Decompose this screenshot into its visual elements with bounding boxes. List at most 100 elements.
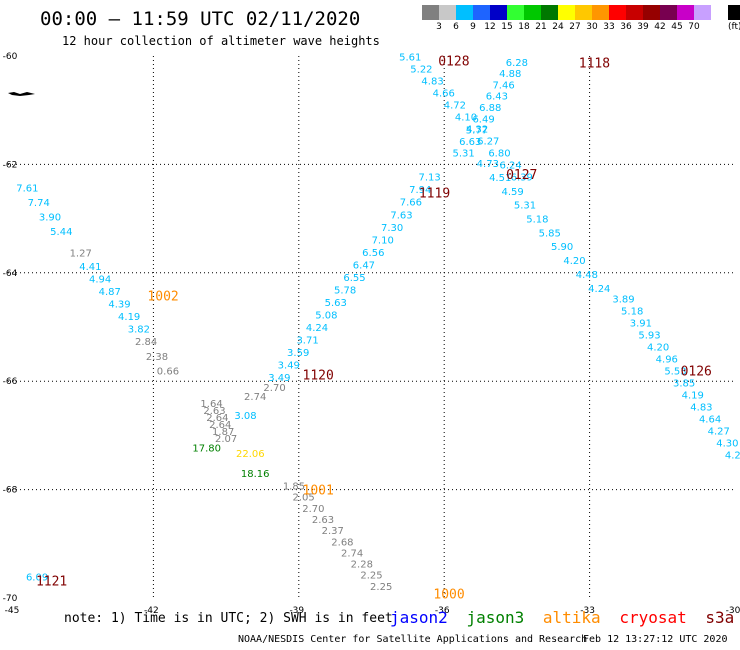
track-altika: 22.06 <box>236 449 265 460</box>
track-jason3: 18.16 <box>241 469 270 480</box>
longitude-label: -33 <box>580 606 595 616</box>
legend-swatch <box>626 5 643 20</box>
wave-height-value: 0.66 <box>157 367 179 378</box>
track-s3a: 6.284.887.466.436.886.495.776.635.31 1118 <box>452 57 610 160</box>
wave-height-value: 2.68 <box>331 537 353 548</box>
wave-height-value: 6.28 <box>506 58 528 69</box>
wave-height-value: 2.70 <box>302 504 324 515</box>
axis-labels: -45 -42 -39 -36 -33 -30 -60 -62 -64 -66 -68 -70 <box>3 52 740 616</box>
wave-height-value: 5.53 <box>664 367 686 378</box>
wave-height-value: 5.78 <box>334 285 356 296</box>
legend-swatch <box>490 5 507 20</box>
longitude-label: -30 <box>726 606 740 616</box>
wave-height-value: 3.90 <box>39 212 61 223</box>
wave-height-value: 5.93 <box>638 331 660 342</box>
credit-line: NOAA/NESDIS Center for Satellite Applica… <box>238 634 588 645</box>
legend-tick-label: 12 <box>484 22 496 32</box>
track-cryosat: 1.642.632.642.641.872.07 <box>200 399 237 445</box>
wave-height-value: 1.87 <box>212 427 234 438</box>
sat-cryosat: cryosat <box>619 608 687 627</box>
wave-height-value: 4.72 <box>444 100 466 111</box>
wave-height-value: 4.96 <box>656 355 678 366</box>
wave-height-value: 6.88 <box>479 103 501 114</box>
wave-height-value: 4.41 <box>79 262 101 273</box>
wave-height-value: 6.09 <box>26 573 48 584</box>
wave-height-value: 5.31 <box>514 201 536 212</box>
longitude-label: -42 <box>144 606 159 616</box>
wave-height-value: 5.85 <box>539 228 561 239</box>
wave-height-value: 2.74 <box>244 392 266 403</box>
wave-height-value: 6.47 <box>353 260 375 271</box>
wave-height-value: 4.73 <box>477 159 499 170</box>
wave-height-value: 4.19 <box>682 391 704 402</box>
legend-tick-label: 33 <box>603 22 615 32</box>
wave-height-value: 5.18 <box>621 307 643 318</box>
wave-height-value: 6.80 <box>488 149 510 160</box>
coastline-fragment <box>8 92 35 96</box>
wave-height-value: 6.63 <box>459 137 481 148</box>
wave-height-value: 4.94 <box>89 275 111 286</box>
pass-time-label: 0127 <box>506 168 537 183</box>
wave-height-value: 4.64 <box>699 415 721 426</box>
wave-height-value: 4.23 <box>725 451 740 462</box>
legend-tick-label: 36 <box>620 22 632 32</box>
wave-height-value: 2.74 <box>341 548 363 559</box>
wave-height-value: 4.24 <box>588 284 610 295</box>
legend-tick-label: 27 <box>569 22 581 32</box>
wave-height-value: 4.83 <box>421 76 443 87</box>
pass-time-label: 1002 <box>147 290 178 305</box>
wave-height-value: 4.19 <box>118 312 140 323</box>
track-jason3: 17.80 <box>192 444 221 455</box>
legend-tick-label: 3 <box>436 22 442 32</box>
pass-time-label: 1001 <box>303 484 334 499</box>
longitude-label: -36 <box>435 606 450 616</box>
wave-height-value: 7.61 <box>16 184 38 195</box>
legend-swatch <box>422 5 439 20</box>
longitude-label: -45 <box>5 606 20 616</box>
wave-height-value: 6.55 <box>343 273 365 284</box>
legend-swatch <box>575 5 592 20</box>
wave-height-value: 5.90 <box>551 242 573 253</box>
wave-height-value: 1.27 <box>70 249 92 260</box>
wave-height-value: 7.13 <box>419 173 441 184</box>
wave-height-value: 1.85 <box>283 482 305 493</box>
wave-height-value: 3.91 <box>630 319 652 330</box>
legend-swatch <box>439 5 456 20</box>
wave-height-value: 7.74 <box>28 198 50 209</box>
wave-height-value: 5.08 <box>315 311 337 322</box>
legend-swatch <box>473 5 490 20</box>
wave-height-value: 3.71 <box>296 336 318 347</box>
wave-height-value: 4.30 <box>716 439 738 450</box>
legend-swatch <box>694 5 711 20</box>
wave-height-value: 2.37 <box>322 526 344 537</box>
altimeter-tracks: 5.615.224.834.664.724.104.326.276.806.24… <box>16 52 740 602</box>
wave-height-value: 6.24 <box>499 161 521 172</box>
legend-tick-label: 42 <box>654 22 666 32</box>
map-title: 00:00 – 11:59 UTC 02/11/2020 <box>40 8 361 30</box>
island-shape <box>8 92 35 96</box>
wave-height-value: 4.10 <box>455 112 477 123</box>
legend-swatch <box>609 5 626 20</box>
wave-height-value: 22.06 <box>236 449 265 460</box>
wave-height-value: 5.22 <box>410 64 432 75</box>
track-s3a: 5.615.224.834.664.724.10 4.326.276.806.24… <box>399 52 533 183</box>
legend-tick-label: 15 <box>501 22 513 32</box>
legend-tick-label: 9 <box>470 22 476 32</box>
latitude-label: -66 <box>3 377 18 387</box>
latitude-label: -60 <box>3 52 18 62</box>
legend-swatch <box>643 5 660 20</box>
wave-height-value: 4.59 <box>501 187 523 198</box>
legend-tick-label: 18 <box>518 22 530 32</box>
satellite-legend: jason2 jason3 altika cryosat s3a <box>390 608 740 627</box>
wave-height-value: 3.59 <box>287 348 309 359</box>
pass-time-label: 0128 <box>438 54 469 69</box>
wave-height-value: 7.46 <box>492 80 514 91</box>
wave-height-value: 3.49 <box>268 373 290 384</box>
wave-height-value: 2.25 <box>370 582 392 593</box>
wave-height-value: 7.63 <box>390 210 412 221</box>
track-cryosat: 1.852.052.702.632.372.682.742.282.252.25… <box>283 482 393 593</box>
legend-swatch <box>728 5 740 20</box>
